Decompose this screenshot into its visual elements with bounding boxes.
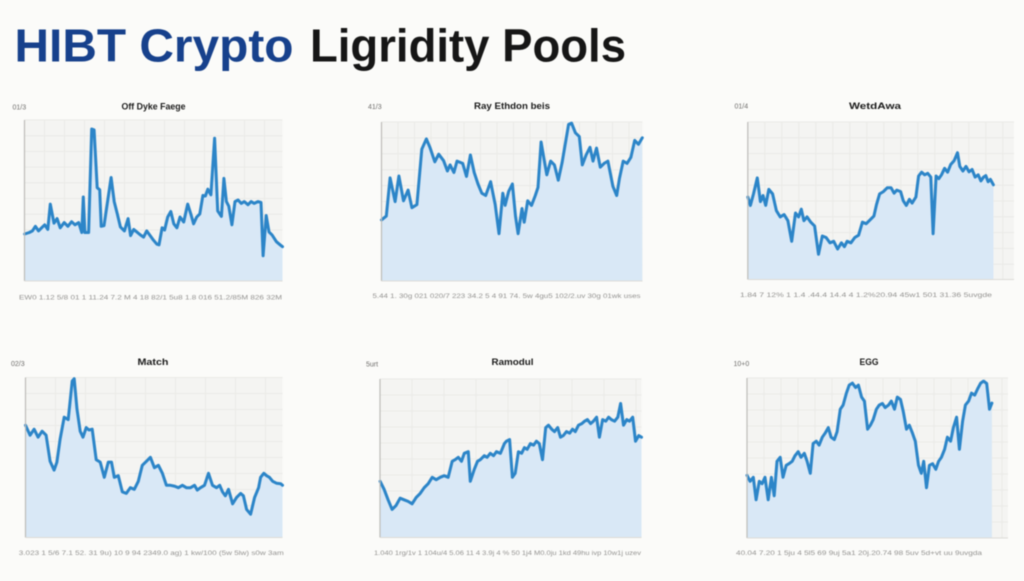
svg-text:01/3: 01/3: [13, 105, 27, 112]
svg-text:Ramodul: Ramodul: [492, 357, 534, 367]
svg-text:01/4: 01/4: [735, 104, 749, 111]
svg-text:10+0: 10+0: [734, 361, 750, 368]
svg-text:EW0 1.12 5/8 01 1 11.24 7.2 M: EW0 1.12 5/8 01 1 11.24 7.2 M 4 18 82/1 …: [19, 295, 282, 302]
svg-text:5urt: 5urt: [366, 362, 378, 369]
svg-text:WetdAwa: WetdAwa: [849, 101, 902, 111]
svg-text:1.84 7 12% 1 1.4 .44.4 14.4 4: 1.84 7 12% 1 1.4 .44.4 14.4 4 1.2%20.94 …: [740, 292, 992, 299]
svg-text:40.04 7.20 1 5ju 4 5l5 69 9uj: 40.04 7.20 1 5ju 4 5l5 69 9uj 5a1 20j.20…: [736, 550, 982, 557]
svg-text:Ray Ethdon beis: Ray Ethdon beis: [474, 101, 550, 111]
svg-text:Off Dyke Faege: Off Dyke Faege: [122, 101, 186, 111]
svg-text:EGG: EGG: [860, 357, 879, 367]
svg-text:Match: Match: [138, 357, 169, 367]
svg-text:1.040 1rg/1v 1 104u/4 5.06 11: 1.040 1rg/1v 1 104u/4 5.06 11 4 3.9j 4 %…: [374, 550, 642, 557]
svg-text:5.44 1. 30g 021 020/7 223 34.2: 5.44 1. 30g 021 020/7 223 34.2 5 4 91 74…: [373, 293, 642, 300]
svg-text:02/3: 02/3: [11, 361, 25, 368]
svg-text:41/3: 41/3: [368, 104, 382, 111]
svg-text:3.023 1 5/6 7.1 52. 31 9u) 10: 3.023 1 5/6 7.1 52. 31 9u) 10 9 94 2349.…: [19, 550, 284, 557]
